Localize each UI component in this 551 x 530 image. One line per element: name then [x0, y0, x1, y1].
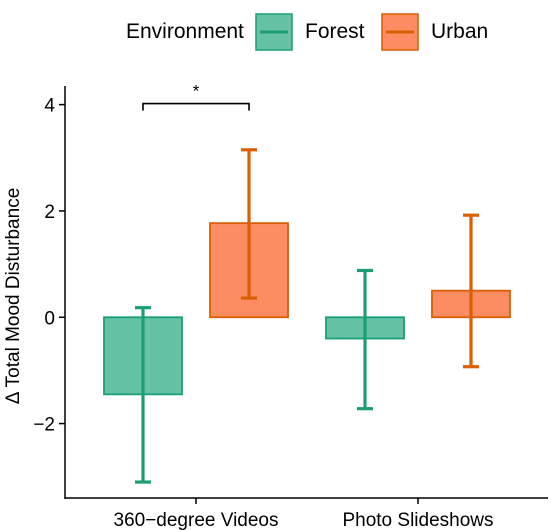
y-tick-label: 4	[44, 96, 55, 117]
error-bar-urban-1	[241, 148, 257, 300]
significance-label: *	[193, 82, 200, 101]
legend-label-urban: Urban	[431, 20, 488, 43]
legend-title: Environment	[126, 20, 244, 43]
x-tick-label: Photo Slideshows	[342, 510, 493, 530]
error-bar-urban-2	[463, 213, 479, 369]
significance-bracket: *	[142, 82, 250, 111]
legend-key-urban	[381, 13, 419, 51]
error-bars-layer	[135, 148, 479, 484]
y-tick-label: −2	[33, 415, 55, 436]
annotations-layer: *	[142, 82, 250, 111]
y-tick-label: 2	[44, 202, 55, 223]
error-bar-forest-2	[357, 268, 373, 411]
error-bar-forest-1	[135, 306, 151, 484]
x-ticks: 360−degree Videos Photo Slideshows	[114, 498, 494, 530]
bars-layer	[103, 222, 511, 396]
legend-label-forest: Forest	[305, 20, 365, 43]
y-tick-label: 0	[44, 308, 55, 329]
y-ticks: −2 0 2 4	[33, 96, 65, 436]
legend: Environment Forest Urban	[126, 13, 488, 51]
y-axis-title: Δ Total Mood Disturbance	[3, 188, 24, 405]
x-tick-label: 360−degree Videos	[114, 510, 279, 530]
legend-key-forest	[255, 13, 293, 51]
